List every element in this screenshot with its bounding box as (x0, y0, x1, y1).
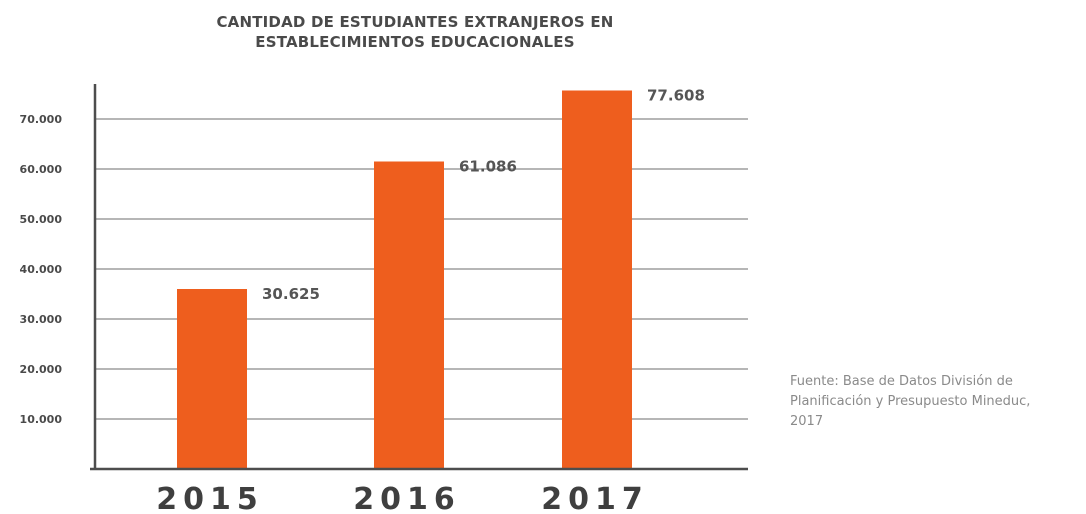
chart-title-line-2: ESTABLECIMIENTOS EDUCACIONALES (255, 33, 575, 51)
x-tick-label: 2015 (156, 482, 264, 514)
axes (90, 84, 748, 471)
data-label: 77.608 (647, 87, 705, 105)
y-tick-label: 20.000 (20, 363, 63, 376)
bar-chart: 10.000 20.000 30.000 40.000 50.000 60.000 70.0… (20, 84, 748, 514)
labels: 10.000 20.000 30.000 40.000 50.000 60.000 70.0… (20, 87, 705, 514)
y-tick-label: 70.000 (20, 113, 63, 126)
chart-title: CANTIDAD DE ESTUDIANTES EXTRANJEROS EN E… (215, 12, 615, 52)
y-tick-label: 60.000 (20, 163, 63, 176)
y-tick-label: 10.000 (20, 413, 63, 426)
bar (177, 289, 247, 469)
data-label: 61.086 (459, 158, 517, 176)
x-tick-label: 2016 (353, 482, 461, 514)
source-note-line-1: Fuente: Base de Datos División de (790, 374, 1013, 389)
source-note-line-2: Planificación y Presupuesto Mineduc, (790, 394, 1031, 409)
x-tick-label: 2017 (541, 482, 649, 514)
bars (177, 90, 632, 469)
data-label: 30.625 (262, 285, 320, 303)
bar (562, 90, 632, 469)
chart-title-line-1: CANTIDAD DE ESTUDIANTES EXTRANJEROS EN (216, 13, 614, 31)
source-note-line-3: 2017 (790, 414, 824, 429)
bar (374, 161, 444, 469)
y-tick-label: 50.000 (20, 213, 63, 226)
y-tick-label: 30.000 (20, 313, 63, 326)
source-note: Fuente: Base de Datos División de Planif… (790, 372, 1086, 432)
y-tick-label: 40.000 (20, 263, 63, 276)
